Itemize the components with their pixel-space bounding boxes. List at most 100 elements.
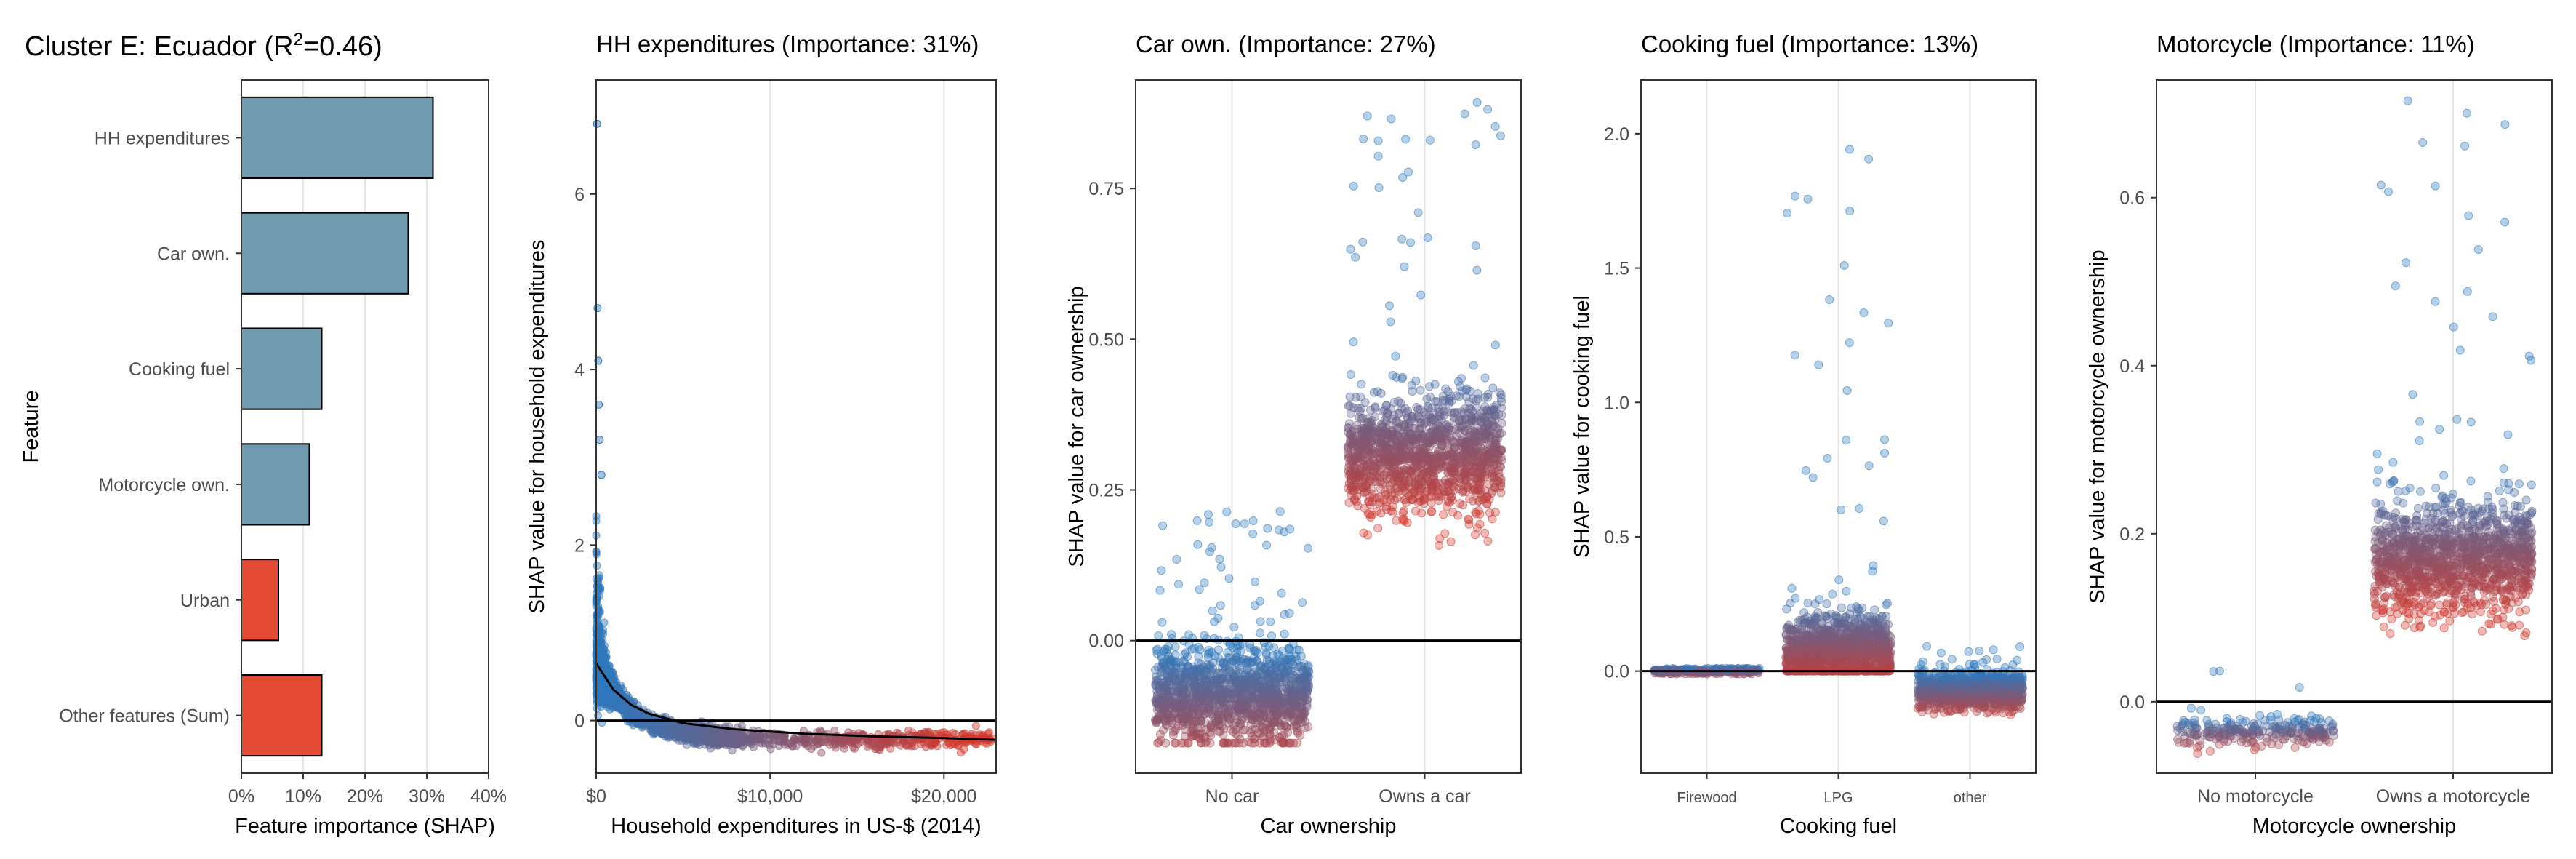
scatter-point [1286, 710, 1296, 719]
scatter-points [1150, 97, 1506, 748]
scatter-point [1435, 534, 1445, 543]
scatter-point [1412, 412, 1421, 422]
scatter-point [1216, 601, 1225, 610]
scatter-point [1262, 540, 1272, 550]
y-tick-label: 0.00 [1088, 631, 1124, 652]
scatter-point [1189, 644, 1199, 653]
scatter-point [1160, 716, 1170, 726]
figure-title-superscript: 2 [294, 30, 303, 49]
scatter-point [1232, 707, 1241, 716]
scatter-point [1236, 647, 1245, 656]
scatter-point [595, 436, 604, 444]
bar-other-features-sum- [241, 674, 323, 757]
scatter-point [1259, 710, 1269, 719]
scatter-point [1195, 693, 1204, 703]
scatter-point [1163, 676, 1172, 685]
scatter-point [1192, 516, 1202, 525]
scatter-point [1434, 489, 1443, 498]
scatter-point [1291, 652, 1301, 661]
panel-title: HH expenditures (Importance: 31%) [596, 31, 979, 57]
scatter-point [1224, 574, 1234, 583]
scatter-point [1158, 521, 1168, 530]
scatter-point [1297, 688, 1307, 698]
scatter-point [1267, 631, 1276, 641]
scatter-point [1159, 662, 1168, 671]
scatter-point [1445, 399, 1454, 408]
scatter-point [1275, 732, 1285, 742]
scatter-point [1387, 114, 1396, 124]
scatter-point [1223, 738, 1232, 748]
bar-cooking-fuel [241, 327, 323, 410]
scatter-point [673, 722, 682, 731]
scatter-point [1275, 692, 1285, 702]
scatter-point [1496, 488, 1506, 498]
scatter-point [806, 735, 814, 743]
scatter-point [597, 471, 606, 479]
scatter-point [790, 734, 798, 743]
x-tick-label: 40% [470, 786, 507, 807]
scatter-point [1435, 411, 1444, 420]
scatter-point [1160, 703, 1169, 713]
scatter-point [1152, 682, 1161, 691]
scatter-point [593, 632, 602, 641]
scatter-point [1249, 712, 1259, 722]
scatter-point [1188, 672, 1197, 682]
y-tick-label: 0.50 [1088, 329, 1124, 350]
x-tick-label: 10% [285, 786, 321, 807]
scatter-point [1423, 233, 1432, 242]
scatter-point [1206, 723, 1216, 732]
scatter-point [1384, 301, 1394, 311]
scatter-point [720, 732, 729, 740]
scatter-point [1220, 674, 1229, 684]
scatter-point [1464, 514, 1473, 524]
scatter-point [1374, 183, 1384, 193]
scatter-point [1376, 388, 1386, 398]
scatter-point [1483, 105, 1493, 114]
scatter-point [1155, 586, 1165, 595]
scatter-point [1389, 456, 1399, 466]
scatter-point [1229, 623, 1239, 632]
scatter-point [1258, 691, 1267, 700]
scatter-point [1353, 501, 1363, 511]
x-tick-label: Owns a car [1379, 786, 1470, 807]
scatter-point [1251, 577, 1260, 586]
scatter-point [1251, 667, 1260, 676]
scatter-point [1171, 682, 1181, 692]
scatter-point [1447, 492, 1456, 502]
scatter-point [1193, 540, 1203, 549]
scatter-point [593, 577, 602, 586]
scatter-point [689, 730, 697, 739]
scatter-point [1476, 416, 1485, 425]
scatter-point [1469, 361, 1478, 370]
scatter-point [1267, 722, 1276, 732]
x-tick-label: $10,000 [737, 786, 803, 807]
scatter-point [1416, 385, 1425, 395]
y-tick-label: Urban [180, 591, 230, 611]
scatter-point [1255, 698, 1264, 708]
scatter-point [1275, 651, 1284, 660]
scatter-point [593, 304, 602, 313]
scatter-point [1161, 738, 1171, 748]
scatter-point [707, 730, 716, 739]
scatter-point [830, 741, 838, 750]
scatter-point [1250, 601, 1259, 610]
scatter-point [1191, 679, 1200, 689]
scatter-point [1215, 554, 1224, 564]
scatter-point [1388, 508, 1397, 517]
scatter-point [1203, 650, 1213, 659]
scatter-point [1386, 317, 1395, 327]
scatter-point [1382, 412, 1392, 422]
scatter-point [1263, 524, 1272, 533]
scatter-point [930, 740, 939, 748]
scatter-point [1298, 598, 1307, 607]
y-tick-label: 0.75 [1088, 179, 1124, 199]
scatter-point [593, 711, 602, 720]
scatter-point [1216, 562, 1226, 572]
scatter-point [1349, 337, 1358, 347]
scatter-point [1249, 646, 1259, 655]
scatter-point [1346, 244, 1355, 254]
scatter-point [1283, 666, 1293, 675]
scatter-point [1157, 618, 1167, 627]
scatter-point [1391, 351, 1400, 361]
scatter-point [1270, 703, 1280, 713]
